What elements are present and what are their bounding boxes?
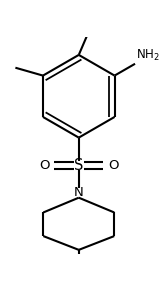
Text: O: O [108, 159, 118, 172]
Text: S: S [74, 158, 83, 173]
Text: O: O [39, 159, 50, 172]
Text: NH$_2$: NH$_2$ [136, 48, 160, 63]
Text: N: N [74, 186, 84, 199]
